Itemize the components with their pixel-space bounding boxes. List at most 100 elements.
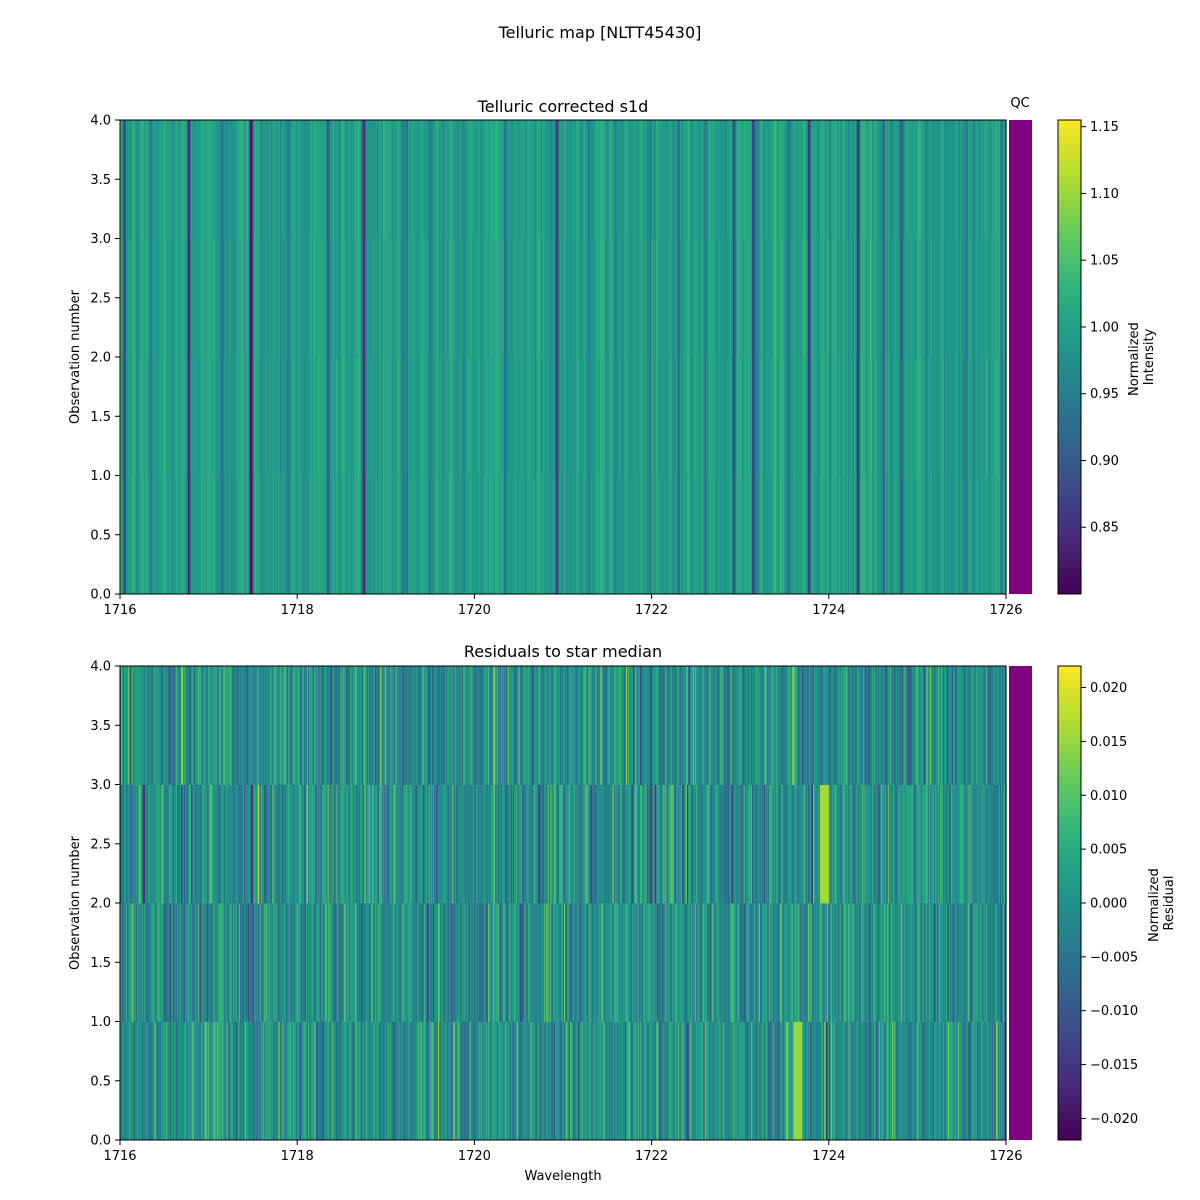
heatmap-cell (731, 784, 733, 904)
heatmap-cell (692, 1021, 695, 1141)
heatmap-cell (895, 120, 898, 239)
heatmap-cell (627, 238, 631, 358)
heatmap-cell (769, 784, 772, 904)
heatmap-cell (390, 1021, 393, 1141)
heatmap-cell (365, 903, 367, 1022)
heatmap-cell (258, 357, 261, 476)
heatmap-cell (331, 903, 334, 1022)
heatmap-cell (266, 784, 269, 904)
heatmap-cell (636, 120, 639, 239)
heatmap-cell (589, 475, 592, 595)
heatmap-cell (946, 238, 950, 358)
heatmap-cell (315, 1021, 318, 1141)
heatmap-cell (636, 1021, 639, 1141)
heatmap-cell (600, 1021, 602, 1141)
heatmap-cell (784, 903, 787, 1022)
heatmap-cell (485, 1021, 487, 1141)
heatmap-cell (487, 357, 490, 476)
heatmap-cell (501, 903, 504, 1022)
heatmap-cell (142, 903, 145, 1022)
heatmap-cell (370, 1021, 372, 1141)
heatmap-cell (359, 903, 361, 1022)
heatmap-cell (707, 475, 710, 595)
heatmap-cell (270, 1021, 273, 1141)
heatmap-cell (186, 903, 189, 1022)
heatmap-cell (416, 784, 418, 904)
heatmap-cell (443, 475, 446, 595)
heatmap-cell (512, 475, 515, 595)
heatmap-cell (338, 475, 341, 595)
heatmap-cell (734, 475, 737, 595)
heatmap-cell (514, 475, 517, 595)
heatmap-cell (131, 475, 134, 595)
heatmap-cell (988, 120, 991, 239)
heatmap-cell (642, 475, 645, 595)
heatmap-cell (242, 120, 245, 239)
heatmap-cell (508, 903, 511, 1022)
heatmap-cell (231, 903, 233, 1022)
heatmap-cell (601, 120, 604, 239)
heatmap-cell (901, 475, 904, 595)
heatmap-cell (912, 238, 916, 358)
heatmap-cell (733, 903, 735, 1022)
heatmap-cell (514, 1021, 517, 1141)
heatmap-cell (846, 475, 849, 595)
heatmap-cell (432, 1021, 434, 1141)
heatmap-cell (148, 475, 151, 595)
heatmap-cell (131, 1021, 134, 1141)
heatmap-cell (678, 238, 681, 358)
heatmap-cell (901, 1021, 904, 1141)
heatmap-cell (492, 120, 495, 239)
heatmap-cell (645, 238, 648, 358)
heatmap-cell (753, 784, 755, 904)
heatmap-cell (977, 120, 981, 239)
heatmap-cell (901, 357, 904, 476)
heatmap-cell (580, 1021, 583, 1141)
heatmap-cell (489, 475, 492, 595)
heatmap-cell (450, 1021, 453, 1141)
heatmap-cell (660, 784, 663, 904)
heatmap-cell (707, 1021, 710, 1141)
heatmap-cell (547, 903, 549, 1022)
heatmap-cell (704, 1021, 707, 1141)
heatmap-cell (599, 784, 601, 904)
heatmap-cell (778, 903, 781, 1022)
heatmap-cell (217, 1021, 220, 1141)
heatmap-cell (858, 120, 861, 239)
heatmap-cell (625, 784, 627, 904)
heatmap-cell (905, 475, 908, 595)
heatmap-cell (376, 120, 380, 239)
heatmap-cell (155, 238, 158, 358)
heatmap-cell (943, 903, 945, 1022)
heatmap-cell (221, 1021, 223, 1141)
heatmap-cell (360, 784, 362, 904)
heatmap-cell (789, 903, 791, 1022)
heatmap-cell (493, 238, 496, 358)
heatmap-cell (320, 238, 323, 358)
heatmap-cell (322, 357, 325, 476)
heatmap-cell (865, 903, 867, 1022)
heatmap-cell (753, 903, 755, 1022)
heatmap-cell (496, 1021, 498, 1141)
heatmap-cell (608, 357, 611, 476)
heatmap-cell (401, 1021, 404, 1141)
heatmap-cell (870, 1021, 872, 1141)
heatmap-cell (622, 1021, 624, 1141)
heatmap-cell (691, 120, 694, 239)
heatmap-cell (692, 784, 695, 904)
heatmap-cell (605, 238, 608, 358)
heatmap-cell (685, 238, 688, 358)
heatmap-cell (244, 1021, 246, 1141)
heatmap-cell (777, 357, 780, 476)
heatmap-cell (705, 1021, 708, 1141)
heatmap-cell (316, 238, 319, 358)
heatmap-cell (158, 475, 161, 595)
heatmap-cell (775, 1021, 778, 1141)
heatmap-cell (546, 357, 549, 476)
heatmap-cell (362, 238, 365, 358)
heatmap-cell (279, 784, 282, 904)
heatmap-cell (779, 784, 782, 904)
heatmap-cell (745, 903, 747, 1022)
heatmap-cell (751, 784, 753, 904)
heatmap-cell (259, 1021, 262, 1141)
